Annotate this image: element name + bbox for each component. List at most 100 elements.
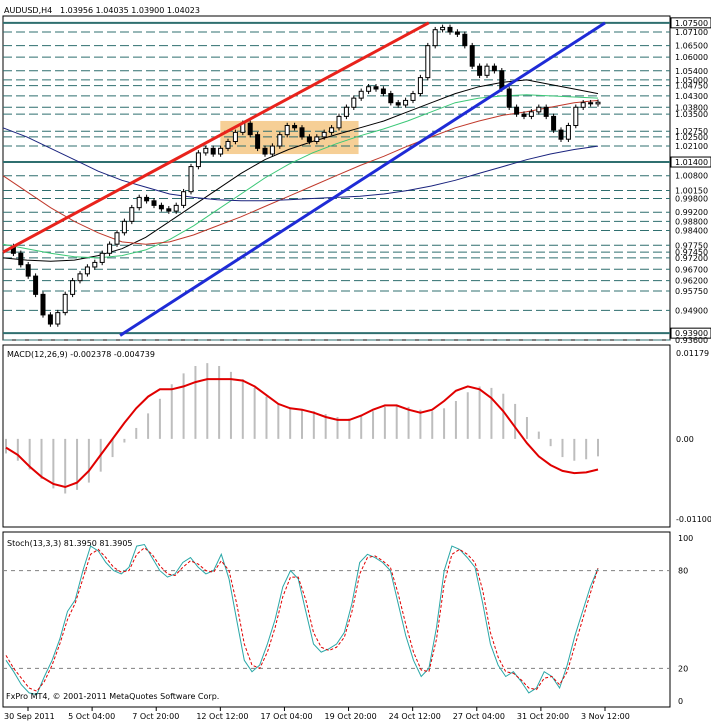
price-candle — [114, 230, 120, 247]
candle-body — [477, 65, 483, 76]
candle-body — [247, 122, 253, 136]
candle-body — [173, 204, 179, 212]
price-tick-label: 1.04300 — [675, 92, 708, 101]
time-tick-label: 5 Oct 04:00 — [68, 712, 115, 721]
price-candle — [521, 111, 527, 120]
candle-body — [336, 115, 342, 129]
price-candle — [99, 250, 105, 266]
candle-body — [514, 106, 520, 115]
candle-body — [521, 113, 527, 117]
candle-body — [166, 208, 172, 212]
candle-body — [99, 252, 105, 263]
price-candle — [210, 145, 216, 157]
price-candle — [158, 202, 164, 212]
candle-body — [47, 314, 53, 325]
price-candle — [477, 63, 483, 79]
price-tick-label: 1.00800 — [675, 172, 708, 181]
candle-body — [447, 26, 453, 33]
stoch-panel: 100 80 20 0 — [2, 531, 693, 708]
time-axis: 30 Sep 2011 5 Oct 04:00 7 Oct 20:00 12 Oct … — [4, 707, 630, 721]
time-tick-label: 12 Oct 12:00 — [196, 712, 248, 721]
price-tick-label: 0.99200 — [675, 208, 708, 217]
candle-body — [151, 200, 157, 206]
price-candle — [462, 31, 468, 49]
candle-body — [121, 220, 127, 234]
price-candle — [380, 86, 386, 97]
candle-body — [329, 127, 335, 133]
price-candle — [506, 86, 512, 111]
price-tick-label: 1.02100 — [675, 142, 708, 151]
price-tick-label: 0.97450 — [675, 248, 708, 257]
price-candle — [373, 83, 379, 92]
price-candle — [454, 29, 460, 37]
candle-body — [343, 106, 349, 117]
price-candle — [417, 74, 423, 97]
candle-body — [136, 196, 142, 209]
price-tick-label: 1.05400 — [675, 67, 708, 76]
stoch-tick-label: 100 — [678, 534, 693, 543]
price-candle — [262, 145, 268, 157]
copyright-label: FxPro MT4, © 2001-2011 MetaQuotes Softwa… — [6, 692, 219, 701]
price-candle — [203, 145, 209, 156]
candle-body — [299, 127, 305, 138]
price-candle — [440, 24, 446, 33]
price-candle — [195, 150, 201, 170]
price-candle — [218, 145, 224, 157]
price-tick-label: 1.05000 — [675, 76, 708, 85]
price-candle — [292, 122, 298, 131]
price-candle — [321, 129, 327, 140]
candle-body — [70, 280, 76, 295]
candle-body — [417, 77, 423, 95]
time-tick-label: 19 Oct 20:00 — [325, 712, 377, 721]
candle-body — [432, 29, 438, 47]
candle-body — [255, 134, 261, 149]
price-candle — [232, 129, 238, 145]
price-frame — [2, 15, 671, 341]
price-candle — [558, 127, 564, 142]
candle-body — [366, 86, 372, 92]
candle-body — [558, 129, 564, 140]
candle-body — [491, 65, 497, 72]
stoch-signal-line — [5, 547, 599, 692]
stoch-frame — [2, 531, 671, 708]
candle-body — [454, 31, 460, 35]
candle-body — [395, 102, 401, 106]
candle-body — [77, 273, 83, 282]
price-candle — [181, 188, 187, 209]
stoch-tick-label: 80 — [678, 567, 688, 576]
price-candle — [343, 104, 349, 120]
price-candle — [136, 194, 142, 211]
candle-body — [528, 111, 534, 117]
candle-body — [129, 207, 135, 222]
price-candle — [25, 261, 31, 279]
macd-panel: 0.01179 0.00 -0.01100 — [2, 344, 711, 528]
price-tick-label: 1.02750 — [675, 127, 708, 136]
candle-body — [84, 266, 90, 275]
price-candle — [484, 63, 490, 79]
price-candle — [551, 113, 557, 133]
candle-body — [388, 93, 394, 104]
price-tick-label: 1.02500 — [675, 133, 708, 142]
price-tick-label: 0.98800 — [675, 217, 708, 226]
price-tick-label: 0.95750 — [675, 287, 708, 296]
candle-body — [62, 293, 68, 314]
macd-tick-label: -0.01100 — [676, 515, 711, 524]
price-tick-label: 0.97200 — [675, 254, 708, 263]
candle-body — [225, 140, 231, 149]
candle-body — [425, 45, 431, 79]
candle-body — [314, 136, 320, 142]
candle-body — [107, 243, 113, 254]
price-candle — [92, 259, 98, 270]
candle-body — [195, 152, 201, 168]
trendline-blue — [119, 21, 606, 337]
candle-body — [565, 125, 571, 140]
price-candle — [18, 250, 24, 268]
price-candle — [314, 134, 320, 145]
candle-body — [55, 312, 61, 325]
candle-body — [144, 196, 150, 202]
candle-body — [210, 147, 216, 155]
price-candle — [543, 104, 549, 120]
price-candle — [410, 90, 416, 104]
price-candle — [491, 63, 497, 74]
